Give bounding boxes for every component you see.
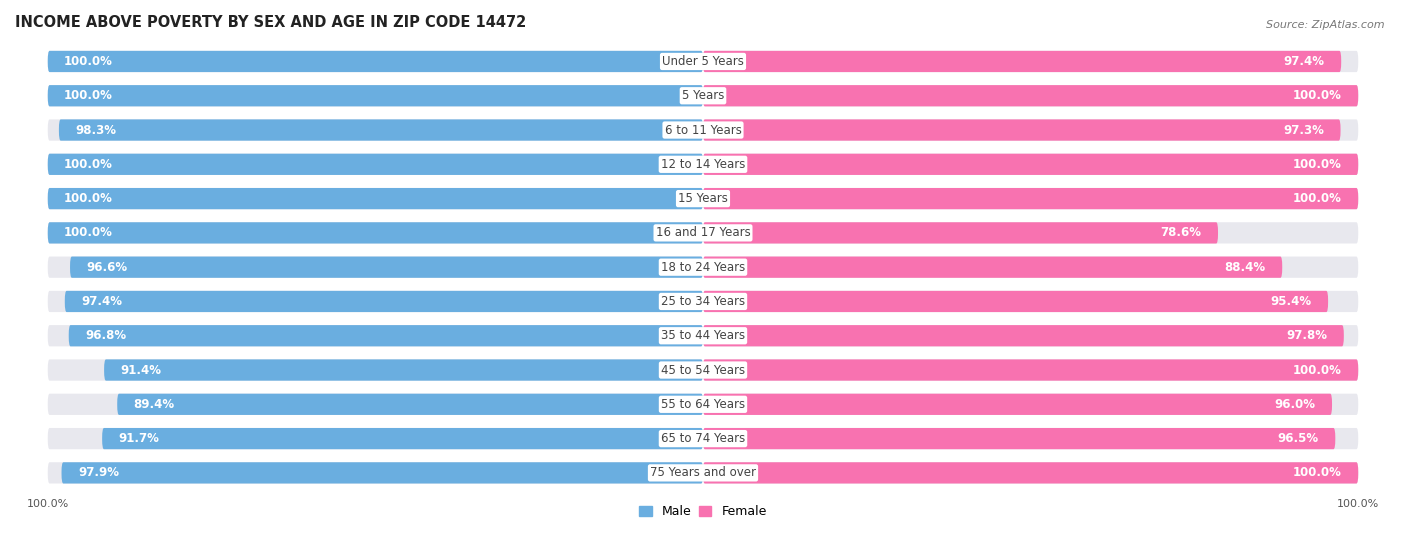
Text: 96.6%: 96.6% xyxy=(86,260,128,274)
FancyBboxPatch shape xyxy=(48,154,703,175)
FancyBboxPatch shape xyxy=(703,325,1358,347)
Text: 100.0%: 100.0% xyxy=(1294,89,1341,102)
Legend: Male, Female: Male, Female xyxy=(634,500,772,523)
Text: 96.8%: 96.8% xyxy=(86,329,127,342)
FancyBboxPatch shape xyxy=(48,428,703,449)
FancyBboxPatch shape xyxy=(104,359,703,381)
FancyBboxPatch shape xyxy=(703,394,1331,415)
Text: 100.0%: 100.0% xyxy=(65,55,112,68)
Text: 89.4%: 89.4% xyxy=(134,398,174,411)
FancyBboxPatch shape xyxy=(703,359,1358,381)
FancyBboxPatch shape xyxy=(703,291,1329,312)
FancyBboxPatch shape xyxy=(703,462,1358,484)
FancyBboxPatch shape xyxy=(703,85,1358,106)
FancyBboxPatch shape xyxy=(48,394,703,415)
FancyBboxPatch shape xyxy=(48,188,703,209)
Text: 16 and 17 Years: 16 and 17 Years xyxy=(655,226,751,239)
FancyBboxPatch shape xyxy=(117,394,703,415)
Text: 97.4%: 97.4% xyxy=(1284,55,1324,68)
Text: 91.4%: 91.4% xyxy=(121,363,162,377)
FancyBboxPatch shape xyxy=(69,325,703,347)
Text: 97.4%: 97.4% xyxy=(82,295,122,308)
Text: 88.4%: 88.4% xyxy=(1225,260,1265,274)
FancyBboxPatch shape xyxy=(59,120,703,141)
Text: 100.0%: 100.0% xyxy=(65,226,112,239)
Text: 97.8%: 97.8% xyxy=(1286,329,1327,342)
Text: 100.0%: 100.0% xyxy=(1294,158,1341,171)
FancyBboxPatch shape xyxy=(48,51,703,72)
FancyBboxPatch shape xyxy=(48,154,703,175)
Text: Under 5 Years: Under 5 Years xyxy=(662,55,744,68)
FancyBboxPatch shape xyxy=(703,188,1358,209)
FancyBboxPatch shape xyxy=(48,462,703,484)
FancyBboxPatch shape xyxy=(703,462,1358,484)
Text: 100.0%: 100.0% xyxy=(1294,466,1341,480)
FancyBboxPatch shape xyxy=(703,120,1340,141)
FancyBboxPatch shape xyxy=(703,51,1358,72)
Text: 100.0%: 100.0% xyxy=(65,89,112,102)
Text: 100.0%: 100.0% xyxy=(65,192,112,205)
Text: 100.0%: 100.0% xyxy=(65,158,112,171)
FancyBboxPatch shape xyxy=(48,257,703,278)
Text: 18 to 24 Years: 18 to 24 Years xyxy=(661,260,745,274)
Text: 95.4%: 95.4% xyxy=(1271,295,1312,308)
FancyBboxPatch shape xyxy=(703,394,1358,415)
Text: 25 to 34 Years: 25 to 34 Years xyxy=(661,295,745,308)
FancyBboxPatch shape xyxy=(48,85,703,106)
Text: Source: ZipAtlas.com: Source: ZipAtlas.com xyxy=(1267,20,1385,30)
FancyBboxPatch shape xyxy=(703,188,1358,209)
Text: 12 to 14 Years: 12 to 14 Years xyxy=(661,158,745,171)
Text: 91.7%: 91.7% xyxy=(118,432,159,445)
FancyBboxPatch shape xyxy=(48,85,703,106)
FancyBboxPatch shape xyxy=(703,291,1358,312)
FancyBboxPatch shape xyxy=(62,462,703,484)
FancyBboxPatch shape xyxy=(703,120,1358,141)
FancyBboxPatch shape xyxy=(65,291,703,312)
Text: 96.0%: 96.0% xyxy=(1275,398,1316,411)
Text: 97.3%: 97.3% xyxy=(1284,124,1324,136)
FancyBboxPatch shape xyxy=(703,257,1282,278)
FancyBboxPatch shape xyxy=(703,51,1341,72)
FancyBboxPatch shape xyxy=(48,291,703,312)
FancyBboxPatch shape xyxy=(703,154,1358,175)
Text: 75 Years and over: 75 Years and over xyxy=(650,466,756,480)
FancyBboxPatch shape xyxy=(48,222,703,244)
FancyBboxPatch shape xyxy=(703,222,1218,244)
Text: 97.9%: 97.9% xyxy=(77,466,120,480)
Text: INCOME ABOVE POVERTY BY SEX AND AGE IN ZIP CODE 14472: INCOME ABOVE POVERTY BY SEX AND AGE IN Z… xyxy=(15,15,526,30)
FancyBboxPatch shape xyxy=(703,428,1336,449)
Text: 65 to 74 Years: 65 to 74 Years xyxy=(661,432,745,445)
Text: 96.5%: 96.5% xyxy=(1278,432,1319,445)
FancyBboxPatch shape xyxy=(48,51,703,72)
FancyBboxPatch shape xyxy=(703,222,1358,244)
FancyBboxPatch shape xyxy=(703,154,1358,175)
Text: 35 to 44 Years: 35 to 44 Years xyxy=(661,329,745,342)
Text: 6 to 11 Years: 6 to 11 Years xyxy=(665,124,741,136)
Text: 5 Years: 5 Years xyxy=(682,89,724,102)
Text: 78.6%: 78.6% xyxy=(1160,226,1202,239)
FancyBboxPatch shape xyxy=(703,325,1344,347)
Text: 55 to 64 Years: 55 to 64 Years xyxy=(661,398,745,411)
FancyBboxPatch shape xyxy=(48,359,703,381)
Text: 15 Years: 15 Years xyxy=(678,192,728,205)
FancyBboxPatch shape xyxy=(70,257,703,278)
Text: 100.0%: 100.0% xyxy=(1294,363,1341,377)
FancyBboxPatch shape xyxy=(48,222,703,244)
Text: 98.3%: 98.3% xyxy=(76,124,117,136)
FancyBboxPatch shape xyxy=(48,188,703,209)
FancyBboxPatch shape xyxy=(703,428,1358,449)
FancyBboxPatch shape xyxy=(703,85,1358,106)
FancyBboxPatch shape xyxy=(103,428,703,449)
FancyBboxPatch shape xyxy=(703,257,1358,278)
Text: 45 to 54 Years: 45 to 54 Years xyxy=(661,363,745,377)
Text: 100.0%: 100.0% xyxy=(1294,192,1341,205)
FancyBboxPatch shape xyxy=(703,359,1358,381)
FancyBboxPatch shape xyxy=(48,120,703,141)
FancyBboxPatch shape xyxy=(48,325,703,347)
